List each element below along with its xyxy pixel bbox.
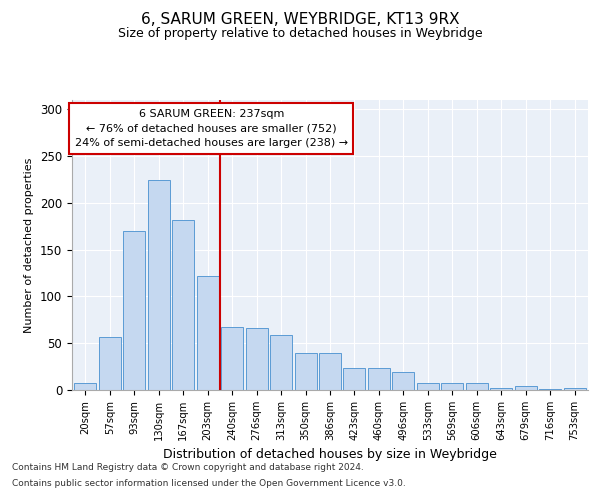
Bar — [197, 276, 219, 390]
Bar — [490, 388, 512, 390]
Bar — [466, 384, 488, 390]
Bar — [74, 382, 97, 390]
Text: 6 SARUM GREEN: 237sqm
← 76% of detached houses are smaller (752)
24% of semi-det: 6 SARUM GREEN: 237sqm ← 76% of detached … — [75, 108, 348, 148]
Bar — [563, 388, 586, 390]
Bar — [392, 372, 415, 390]
Bar — [319, 352, 341, 390]
Text: 6, SARUM GREEN, WEYBRIDGE, KT13 9RX: 6, SARUM GREEN, WEYBRIDGE, KT13 9RX — [140, 12, 460, 28]
Y-axis label: Number of detached properties: Number of detached properties — [25, 158, 34, 332]
Bar — [221, 328, 243, 390]
Bar — [124, 231, 145, 390]
Bar — [270, 335, 292, 390]
Bar — [172, 220, 194, 390]
Bar — [99, 336, 121, 390]
Text: Size of property relative to detached houses in Weybridge: Size of property relative to detached ho… — [118, 28, 482, 40]
Bar — [343, 368, 365, 390]
Text: Contains HM Land Registry data © Crown copyright and database right 2024.: Contains HM Land Registry data © Crown c… — [12, 464, 364, 472]
Bar — [245, 328, 268, 390]
Bar — [368, 368, 390, 390]
Bar — [295, 352, 317, 390]
Bar — [515, 386, 536, 390]
Bar — [417, 382, 439, 390]
Text: Contains public sector information licensed under the Open Government Licence v3: Contains public sector information licen… — [12, 478, 406, 488]
Bar — [148, 180, 170, 390]
Bar — [441, 382, 463, 390]
Bar — [539, 389, 561, 390]
X-axis label: Distribution of detached houses by size in Weybridge: Distribution of detached houses by size … — [163, 448, 497, 462]
